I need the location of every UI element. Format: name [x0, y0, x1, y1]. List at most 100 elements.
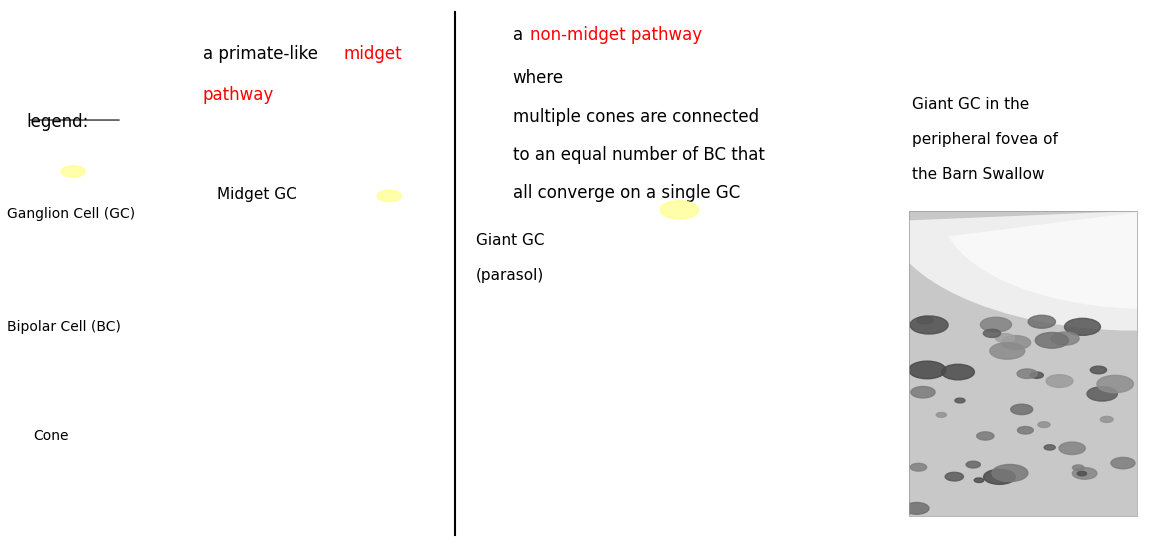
- Polygon shape: [585, 415, 611, 438]
- Ellipse shape: [550, 328, 569, 344]
- Circle shape: [783, 406, 804, 416]
- Ellipse shape: [589, 328, 608, 344]
- Circle shape: [1111, 457, 1135, 469]
- Circle shape: [1073, 468, 1097, 479]
- Ellipse shape: [69, 264, 94, 283]
- Polygon shape: [644, 415, 669, 438]
- Text: a: a: [513, 26, 528, 44]
- Circle shape: [1064, 318, 1100, 335]
- Polygon shape: [566, 415, 591, 438]
- Text: midget: midget: [343, 45, 402, 63]
- Text: Giant GC in the: Giant GC in the: [911, 97, 1029, 112]
- Ellipse shape: [785, 328, 804, 344]
- Circle shape: [1010, 404, 1032, 415]
- Polygon shape: [761, 415, 787, 438]
- Circle shape: [984, 469, 1015, 485]
- Polygon shape: [781, 415, 806, 438]
- Circle shape: [666, 406, 687, 416]
- Polygon shape: [722, 415, 748, 438]
- Circle shape: [764, 406, 785, 416]
- Circle shape: [1090, 366, 1107, 374]
- Circle shape: [705, 406, 726, 416]
- Text: (parasol): (parasol): [476, 268, 544, 283]
- Circle shape: [1059, 442, 1085, 455]
- Circle shape: [1077, 472, 1086, 476]
- Circle shape: [1052, 332, 1079, 345]
- Circle shape: [588, 406, 608, 416]
- Circle shape: [568, 406, 589, 416]
- Circle shape: [910, 463, 926, 471]
- Circle shape: [725, 406, 745, 416]
- FancyBboxPatch shape: [909, 211, 1137, 516]
- Circle shape: [984, 329, 1001, 337]
- Polygon shape: [840, 415, 865, 438]
- Ellipse shape: [863, 328, 882, 344]
- Circle shape: [1100, 416, 1113, 422]
- Circle shape: [627, 406, 647, 416]
- Polygon shape: [859, 415, 885, 438]
- Circle shape: [992, 464, 1028, 481]
- Ellipse shape: [608, 328, 628, 344]
- Polygon shape: [68, 382, 97, 407]
- Wedge shape: [948, 211, 1149, 309]
- Ellipse shape: [745, 328, 765, 344]
- Circle shape: [910, 316, 948, 334]
- Circle shape: [842, 406, 863, 416]
- Circle shape: [917, 316, 933, 324]
- Circle shape: [1038, 422, 1051, 428]
- Circle shape: [1044, 445, 1055, 450]
- Circle shape: [71, 373, 92, 383]
- Circle shape: [911, 387, 935, 398]
- Polygon shape: [703, 415, 728, 438]
- Text: peripheral fovea of: peripheral fovea of: [911, 132, 1058, 147]
- Text: Ganglion Cell (GC): Ganglion Cell (GC): [7, 207, 135, 221]
- Circle shape: [1030, 372, 1044, 379]
- Circle shape: [685, 406, 706, 416]
- Circle shape: [967, 461, 980, 468]
- Circle shape: [975, 478, 984, 482]
- Circle shape: [548, 406, 569, 416]
- Circle shape: [862, 406, 882, 416]
- Circle shape: [1001, 336, 1031, 350]
- Text: Cone: Cone: [33, 429, 69, 443]
- Ellipse shape: [804, 328, 824, 344]
- Ellipse shape: [687, 328, 706, 344]
- Circle shape: [941, 364, 975, 380]
- Polygon shape: [820, 415, 846, 438]
- Circle shape: [1046, 375, 1073, 387]
- Ellipse shape: [667, 328, 687, 344]
- Polygon shape: [801, 415, 826, 438]
- Polygon shape: [683, 415, 708, 438]
- Text: non-midget pathway: non-midget pathway: [530, 26, 703, 44]
- Ellipse shape: [765, 328, 785, 344]
- Polygon shape: [526, 415, 552, 438]
- Circle shape: [909, 361, 946, 379]
- Circle shape: [1017, 369, 1037, 379]
- Circle shape: [1087, 387, 1117, 401]
- Polygon shape: [742, 415, 767, 438]
- Circle shape: [529, 406, 550, 416]
- Ellipse shape: [385, 266, 410, 286]
- Circle shape: [803, 406, 824, 416]
- Ellipse shape: [706, 328, 726, 344]
- Ellipse shape: [824, 328, 843, 344]
- Circle shape: [646, 406, 667, 416]
- Circle shape: [995, 334, 1015, 342]
- Text: Bipolar Cell (BC): Bipolar Cell (BC): [7, 320, 121, 334]
- Circle shape: [638, 190, 749, 242]
- Circle shape: [387, 337, 408, 347]
- Ellipse shape: [726, 328, 745, 344]
- Circle shape: [744, 406, 765, 416]
- Circle shape: [904, 503, 929, 514]
- Ellipse shape: [569, 328, 589, 344]
- Circle shape: [377, 190, 401, 202]
- Circle shape: [937, 412, 947, 417]
- Text: Giant GC: Giant GC: [476, 232, 545, 248]
- Circle shape: [977, 432, 994, 440]
- Circle shape: [823, 406, 843, 416]
- Circle shape: [660, 201, 699, 219]
- Circle shape: [1097, 375, 1134, 393]
- Polygon shape: [546, 415, 571, 438]
- Circle shape: [1028, 315, 1055, 328]
- Polygon shape: [384, 347, 412, 372]
